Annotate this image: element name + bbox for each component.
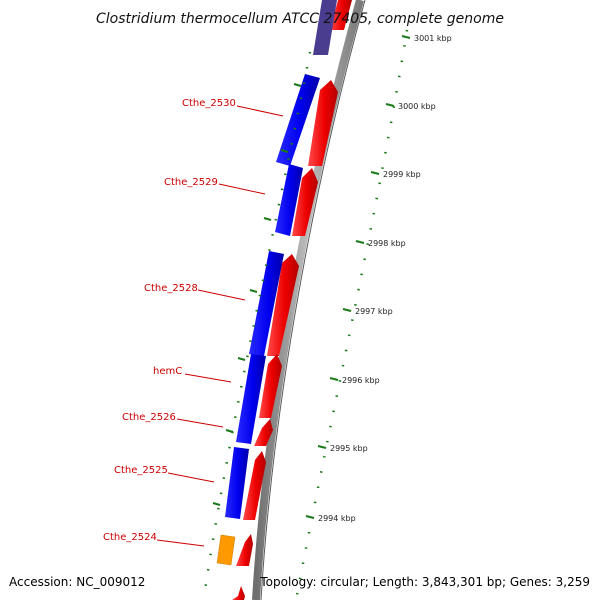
ruler-major-tick — [355, 240, 365, 244]
ruler-major-tick — [385, 103, 395, 107]
cds-forward — [243, 451, 266, 520]
cds-forward — [308, 80, 338, 166]
gene-label-cthe-2529: Cthe_2529 — [164, 177, 218, 188]
ruler-major-tick — [293, 83, 302, 87]
leader-line — [236, 105, 284, 117]
leader-line — [184, 373, 232, 383]
leader-line — [197, 289, 246, 301]
ruler-labels: 3001 kbp 3000 kbp 2999 kbp 2998 kbp 2997… — [318, 34, 452, 523]
cds-reverse — [276, 74, 320, 166]
ruler-major-tick — [237, 357, 246, 361]
ruler-label: 2994 kbp — [318, 514, 356, 523]
gene-label-cthe-2530: Cthe_2530 — [182, 98, 236, 109]
ruler-label: 2998 kbp — [368, 239, 406, 248]
inner-ruler — [203, 51, 312, 591]
leader-line — [176, 418, 224, 428]
gene-label-leaders — [156, 105, 284, 547]
ruler-major-tick — [263, 217, 272, 221]
ruler-major-tick — [401, 35, 411, 39]
cds-reverse — [313, 0, 337, 55]
ruler-label: 3000 kbp — [398, 102, 436, 111]
forward-strand-features — [232, 0, 352, 600]
ruler-major-tick — [280, 149, 289, 153]
outer-ruler — [294, 29, 411, 600]
genome-backbone — [252, 0, 364, 600]
cds-forward — [232, 586, 245, 600]
cds-forward — [330, 0, 352, 30]
accession-label: Accession: NC_009012 — [9, 575, 145, 589]
ruler-major-tick — [212, 502, 221, 506]
other-feature — [216, 534, 236, 566]
ruler-label: 3001 kbp — [414, 34, 452, 43]
ruler-major-tick — [225, 429, 234, 433]
ruler-major-tick — [342, 308, 352, 312]
genome-backbone-edge — [260, 0, 366, 600]
gene-label-cthe-2526: Cthe_2526 — [122, 412, 176, 423]
cds-forward — [292, 168, 318, 236]
ruler-label: 2999 kbp — [383, 170, 421, 179]
map-title: Clostridium thermocellum ATCC 27405, com… — [96, 11, 504, 27]
ruler-major-tick — [305, 515, 315, 519]
ruler-major-tick — [249, 289, 258, 293]
ruler-major-tick — [329, 377, 339, 381]
cds-forward — [267, 254, 299, 356]
leader-line — [167, 472, 215, 483]
gene-label-cthe-2525: Cthe_2525 — [114, 465, 168, 476]
cds-reverse — [225, 447, 249, 519]
ruler-label: 2997 kbp — [355, 307, 393, 316]
ruler-label: 2996 kbp — [342, 376, 380, 385]
gene-label-cthe-2528: Cthe_2528 — [144, 283, 198, 294]
cds-forward — [254, 419, 273, 446]
ruler-label: 2995 kbp — [330, 444, 368, 453]
cds-reverse — [249, 251, 284, 356]
cds-reverse — [236, 354, 266, 444]
leader-line — [156, 539, 205, 547]
gene-label-hemc: hemC — [153, 366, 182, 377]
gene-label-cthe-2524: Cthe_2524 — [103, 532, 157, 543]
cds-forward — [236, 534, 253, 566]
ruler-major-tick — [370, 171, 380, 175]
cds-reverse — [275, 164, 303, 236]
topology-label: Topology: circular; Length: 3,843,301 bp… — [259, 575, 590, 589]
ruler-major-tick — [317, 445, 327, 449]
leader-line — [218, 183, 266, 195]
reverse-strand-features — [216, 0, 337, 566]
cds-forward — [259, 354, 282, 418]
gene-labels: Cthe_2530 Cthe_2529 Cthe_2528 hemC Cthe_… — [103, 98, 236, 543]
